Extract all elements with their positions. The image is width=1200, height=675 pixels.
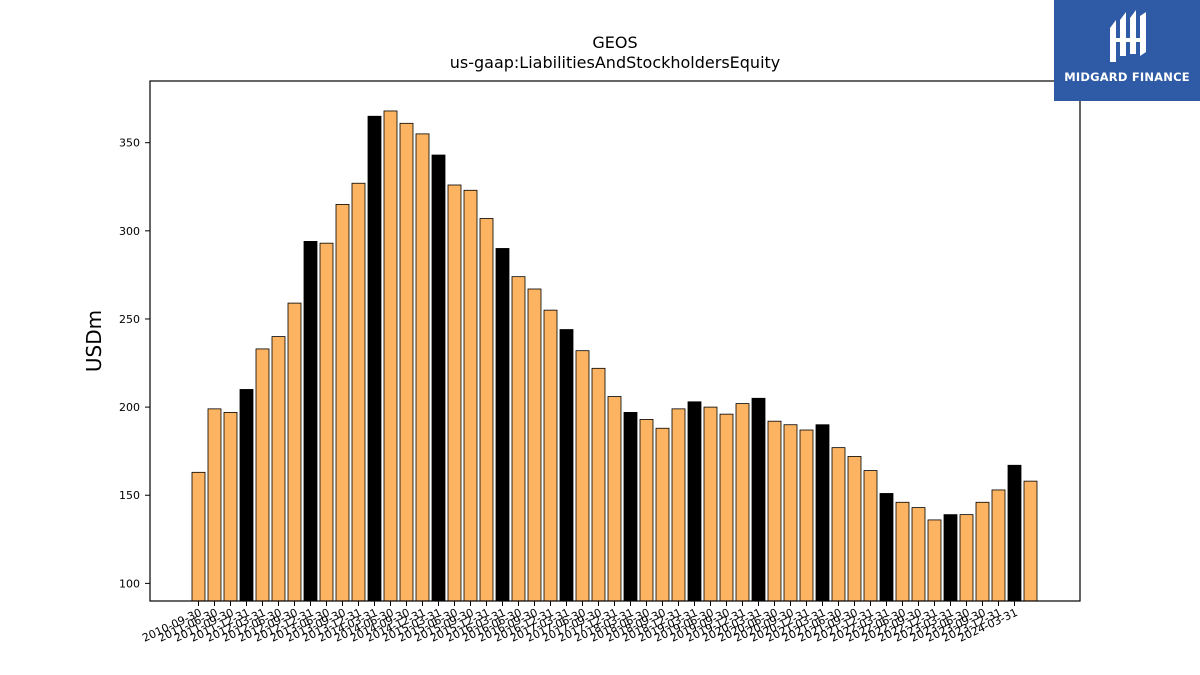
bar-2013-12-31 [383, 110, 398, 602]
bar-2011-12-31 [255, 348, 270, 602]
bar-2014-03-31 [399, 122, 414, 602]
x-axis-ticks: 2010-09-302011-06-302011-09-302011-12-31… [140, 601, 1020, 645]
bar-2016-09-30 [559, 329, 574, 602]
bar-2020-09-30 [815, 424, 830, 602]
bar-2014-12-31 [447, 184, 462, 602]
bar-2022-12-31 [959, 514, 974, 602]
bar-2014-09-30 [431, 154, 446, 602]
bar-2011-06-30 [223, 411, 238, 602]
bar-2020-03-31 [783, 424, 798, 602]
bar-2018-06-30 [671, 408, 686, 602]
bar-2013-09-30 [367, 115, 382, 602]
bar-2022-03-31 [911, 507, 926, 602]
bar-2019-03-31 [719, 413, 734, 602]
y-tick-label-350: 350 [119, 137, 140, 150]
bar-2017-06-30 [607, 396, 622, 602]
bar-2022-09-30 [943, 514, 958, 602]
bar-2021-03-31 [847, 456, 862, 602]
bar-2020-12-31 [831, 447, 846, 602]
bar-2011-03-31 [207, 408, 222, 602]
bar-2019-12-31 [767, 420, 782, 602]
bar-2023-12-31 [1023, 480, 1038, 602]
bar-2017-12-31 [639, 419, 654, 602]
bar-2023-09-30 [1007, 464, 1022, 602]
bar-2012-12-31 [319, 242, 334, 602]
bar-2016-12-31 [575, 350, 590, 602]
chart-subtitle: us-gaap:LiabilitiesAndStockholdersEquity [450, 53, 781, 72]
bar-2012-03-31 [271, 336, 286, 602]
bar-2018-09-30 [687, 401, 702, 602]
bar-2015-06-30 [479, 218, 494, 602]
midgard-logo-icon [1110, 10, 1146, 62]
bar-2015-03-31 [463, 189, 478, 602]
bar-2020-06-30 [799, 429, 814, 602]
brand-logo: MIDGARD FINANCE [1054, 0, 1200, 101]
bar-2023-06-30 [991, 489, 1006, 602]
bar-2010-09-30 [191, 471, 206, 602]
bar-2016-06-30 [543, 309, 558, 602]
bar-2015-12-31 [511, 276, 526, 602]
bar-2016-03-31 [527, 288, 542, 602]
y-tick-label-200: 200 [119, 401, 140, 414]
bar-2022-06-30 [927, 519, 942, 602]
bar-2011-09-30 [239, 389, 254, 602]
bar-2012-06-30 [287, 302, 302, 602]
y-axis-label: USDm [82, 310, 106, 372]
brand-name: MIDGARD FINANCE [1064, 70, 1190, 84]
y-tick-label-150: 150 [119, 489, 140, 502]
bar-2021-12-31 [895, 501, 910, 602]
bar-2013-03-31 [335, 203, 350, 602]
bar-2018-03-31 [655, 427, 670, 602]
bar-2021-06-30 [863, 470, 878, 602]
bar-2015-09-30 [495, 248, 510, 602]
bar-2019-06-30 [735, 403, 750, 602]
bar-2017-09-30 [623, 411, 638, 602]
bar-2019-09-30 [751, 397, 766, 602]
bar-series [191, 110, 1038, 602]
chart-title: GEOS [592, 33, 637, 52]
y-tick-label-250: 250 [119, 313, 140, 326]
bar-2014-06-30 [415, 133, 430, 602]
bar-2023-03-31 [975, 501, 990, 602]
y-tick-label-100: 100 [119, 577, 140, 590]
bar-2017-03-31 [591, 367, 606, 602]
bar-2021-09-30 [879, 493, 894, 602]
y-axis-ticks: 100 150 200 250 300 350 [119, 137, 150, 590]
bar-2018-12-31 [703, 406, 718, 602]
y-tick-label-300: 300 [119, 225, 140, 238]
bar-2013-06-30 [351, 182, 366, 602]
bar-2012-09-30 [303, 241, 318, 602]
plot-frame [149, 80, 1081, 602]
